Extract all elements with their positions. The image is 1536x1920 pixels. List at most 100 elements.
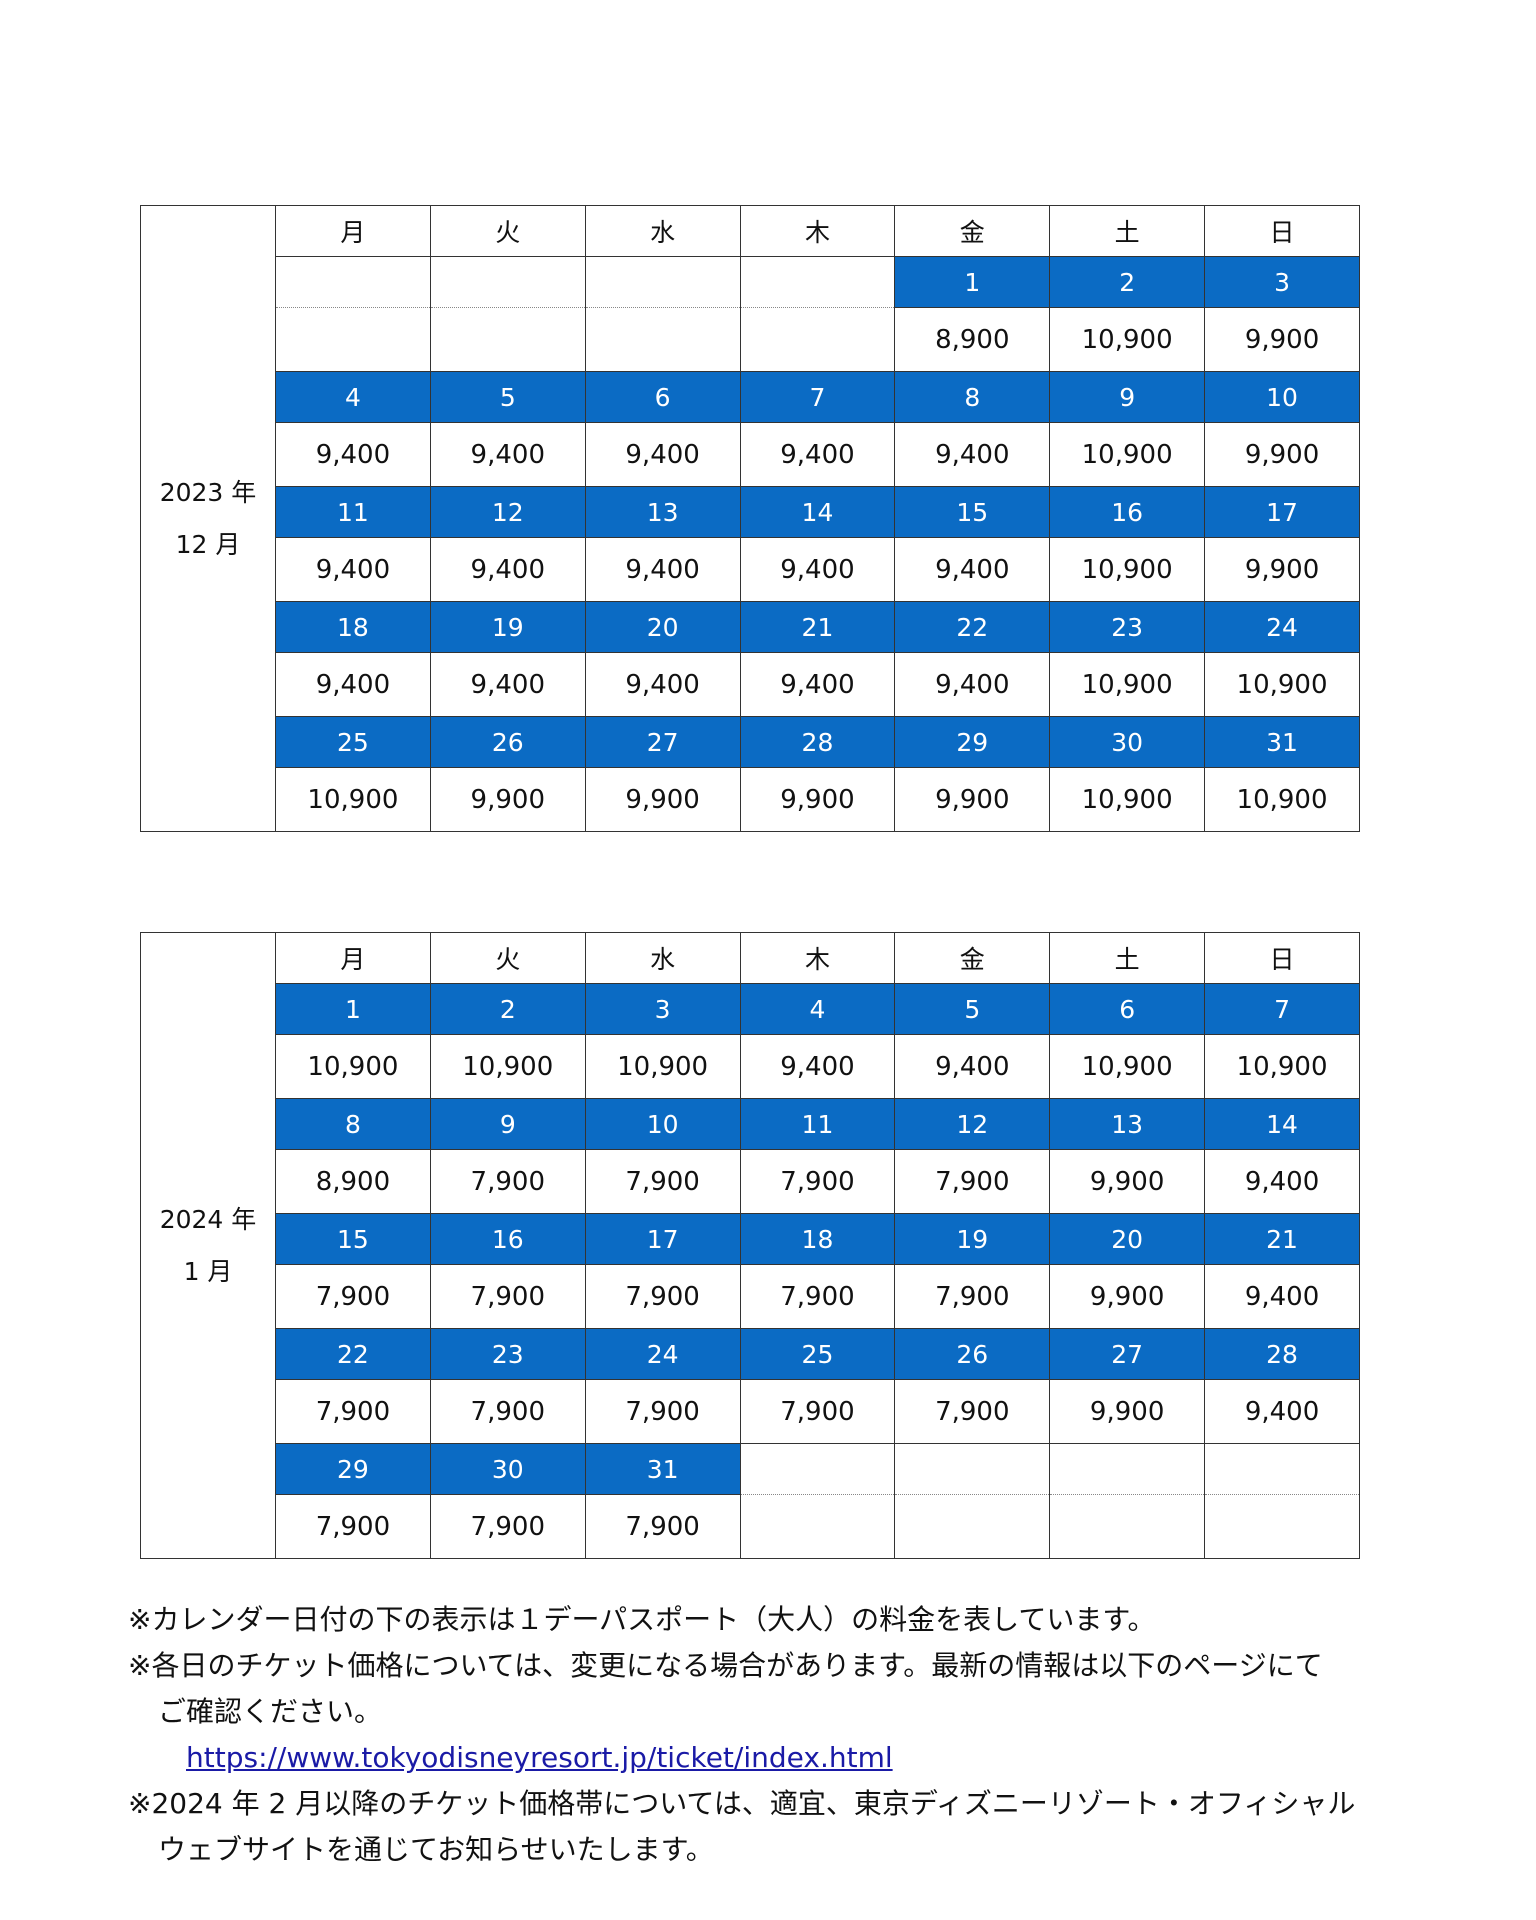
date-cell: 27 xyxy=(1049,1328,1206,1380)
empty-date-cell xyxy=(584,256,741,308)
date-cell: 29 xyxy=(894,716,1051,768)
price-cell: 7,900 xyxy=(739,1149,896,1214)
date-cell: 17 xyxy=(1204,486,1360,538)
date-cell: 13 xyxy=(1049,1098,1206,1150)
price-cell: 9,900 xyxy=(1049,1379,1206,1444)
empty-date-cell xyxy=(894,1443,1051,1495)
price-cell: 9,900 xyxy=(739,767,896,832)
price-cell: 7,900 xyxy=(584,1379,741,1444)
price-cell: 7,900 xyxy=(429,1379,586,1444)
price-cell: 9,400 xyxy=(894,537,1051,602)
empty-date-cell xyxy=(275,256,431,308)
note-price-explanation: ※カレンダー日付の下の表示は１デーパスポート（大人）の料金を表しています。 xyxy=(128,1603,1156,1636)
price-cell: 10,900 xyxy=(1049,537,1206,602)
price-cell: 9,400 xyxy=(894,1034,1051,1099)
price-cell: 9,900 xyxy=(1204,422,1360,487)
price-cell: 9,400 xyxy=(275,652,431,717)
date-cell: 14 xyxy=(1204,1098,1360,1150)
price-cell: 9,900 xyxy=(584,767,741,832)
price-cell: 9,400 xyxy=(1204,1379,1360,1444)
date-cell: 11 xyxy=(739,1098,896,1150)
price-cell: 9,400 xyxy=(584,537,741,602)
date-cell: 24 xyxy=(1204,601,1360,653)
price-cell: 10,900 xyxy=(429,1034,586,1099)
date-cell: 12 xyxy=(429,486,586,538)
price-cell: 9,900 xyxy=(1204,307,1360,372)
weekday-header: 水 xyxy=(584,932,741,984)
price-cell: 10,900 xyxy=(275,1034,431,1099)
price-cell: 8,900 xyxy=(275,1149,431,1214)
price-cell: 7,900 xyxy=(429,1494,586,1559)
note-future-prices: ※2024 年 2 月以降のチケット価格帯については、適宜、東京ディズニーリゾー… xyxy=(128,1787,1356,1820)
empty-price-cell xyxy=(429,307,586,372)
date-cell: 9 xyxy=(1049,371,1206,423)
price-cell: 7,900 xyxy=(894,1379,1051,1444)
price-cell: 9,400 xyxy=(275,537,431,602)
price-cell: 7,900 xyxy=(739,1379,896,1444)
empty-date-cell xyxy=(1049,1443,1206,1495)
date-cell: 28 xyxy=(1204,1328,1360,1380)
calendar-december-2023: 2023 年 12 月月火水木金土日 1 2 3 8,900 10,900 9,900 4 5 6 7… xyxy=(140,205,1360,832)
empty-date-cell xyxy=(739,1443,896,1495)
month-label-month: 12 月 xyxy=(175,529,241,559)
price-cell: 7,900 xyxy=(275,1264,431,1329)
empty-price-cell xyxy=(1204,1494,1360,1559)
price-cell: 9,400 xyxy=(894,652,1051,717)
date-cell: 31 xyxy=(584,1443,741,1495)
price-cell: 9,400 xyxy=(739,537,896,602)
weekday-header: 日 xyxy=(1204,932,1360,984)
date-cell: 21 xyxy=(739,601,896,653)
price-cell: 10,900 xyxy=(1204,652,1360,717)
date-cell: 26 xyxy=(894,1328,1051,1380)
date-cell: 26 xyxy=(429,716,586,768)
price-cell: 7,900 xyxy=(429,1149,586,1214)
weekday-header: 木 xyxy=(739,205,896,257)
empty-date-cell xyxy=(739,256,896,308)
date-cell: 25 xyxy=(739,1328,896,1380)
date-cell: 5 xyxy=(894,983,1051,1035)
note-price-change: ※各日のチケット価格については、変更になる場合があります。最新の情報は以下のペー… xyxy=(128,1649,1323,1682)
price-cell: 10,900 xyxy=(1049,422,1206,487)
empty-price-cell xyxy=(739,1494,896,1559)
date-cell: 15 xyxy=(894,486,1051,538)
weekday-header: 木 xyxy=(739,932,896,984)
month-label-month: 1 月 xyxy=(183,1256,233,1286)
weekday-header: 月 xyxy=(275,932,431,984)
price-cell: 10,900 xyxy=(1204,767,1360,832)
date-cell: 19 xyxy=(894,1213,1051,1265)
weekday-header: 土 xyxy=(1049,205,1206,257)
month-label: 2024 年 1 月 xyxy=(140,932,276,1559)
date-cell: 8 xyxy=(275,1098,431,1150)
date-cell: 10 xyxy=(1204,371,1360,423)
price-cell: 9,400 xyxy=(739,652,896,717)
date-cell: 15 xyxy=(275,1213,431,1265)
price-cell: 8,900 xyxy=(894,307,1051,372)
weekday-header: 金 xyxy=(894,932,1051,984)
price-cell: 9,900 xyxy=(894,767,1051,832)
price-cell: 7,900 xyxy=(584,1264,741,1329)
weekday-header: 火 xyxy=(429,205,586,257)
ticket-info-link[interactable]: https://www.tokyodisneyresort.jp/ticket/… xyxy=(186,1741,893,1774)
price-cell: 9,400 xyxy=(1204,1149,1360,1214)
date-cell: 16 xyxy=(429,1213,586,1265)
price-cell: 9,900 xyxy=(1204,537,1360,602)
month-label-year: 2024 年 xyxy=(159,1204,257,1234)
date-cell: 25 xyxy=(275,716,431,768)
price-cell: 9,900 xyxy=(1049,1264,1206,1329)
price-cell: 10,900 xyxy=(1049,307,1206,372)
date-cell: 20 xyxy=(1049,1213,1206,1265)
price-cell: 9,400 xyxy=(739,1034,896,1099)
date-cell: 1 xyxy=(275,983,431,1035)
price-cell: 7,900 xyxy=(429,1264,586,1329)
price-cell: 9,400 xyxy=(275,422,431,487)
date-cell: 7 xyxy=(739,371,896,423)
empty-date-cell xyxy=(1204,1443,1360,1495)
empty-price-cell xyxy=(275,307,431,372)
date-cell: 7 xyxy=(1204,983,1360,1035)
price-cell: 9,400 xyxy=(739,422,896,487)
month-label-year: 2023 年 xyxy=(159,477,257,507)
note-future-prices-cont: ウェブサイトを通じてお知らせいたします。 xyxy=(158,1833,714,1866)
price-cell: 7,900 xyxy=(739,1264,896,1329)
month-label: 2023 年 12 月 xyxy=(140,205,276,832)
